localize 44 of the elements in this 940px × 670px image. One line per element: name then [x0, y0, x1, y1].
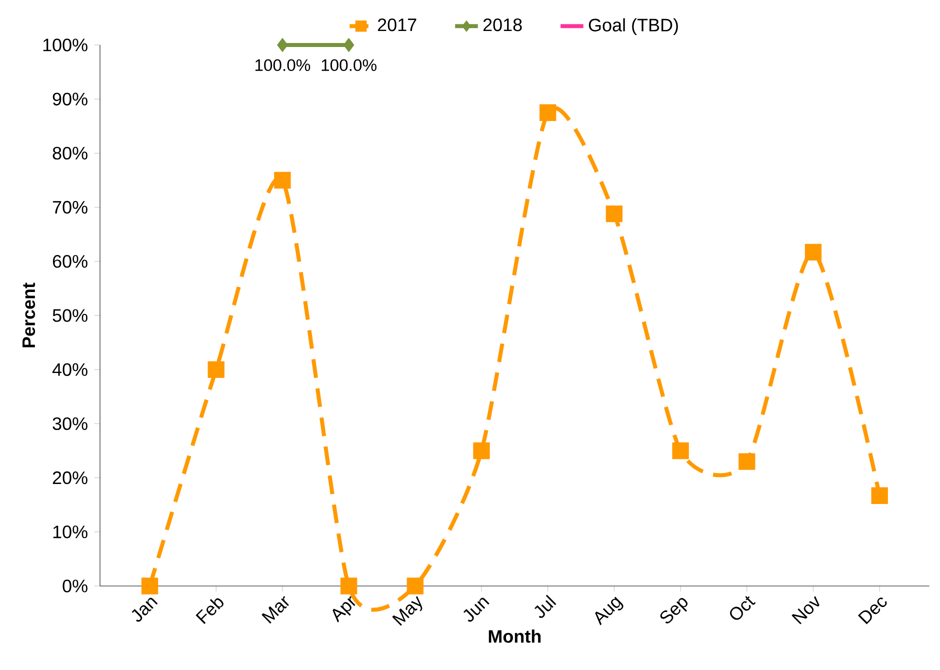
y-axis-title: Percent	[22, 282, 36, 348]
y-tick-label: 50%	[52, 309, 88, 322]
legend-label: Goal (TBD)	[588, 18, 678, 36]
y-tick-label: 60%	[52, 255, 88, 268]
point	[343, 38, 354, 52]
y-tick-label: 10%	[53, 526, 88, 538]
x-tick-label: Feb	[196, 598, 224, 624]
point	[208, 361, 224, 378]
x-tick-label: May	[392, 596, 422, 626]
x-tick-label: Jun	[464, 598, 490, 622]
y-tick-label: 80%	[52, 146, 88, 160]
x-tick-label: Aug	[595, 596, 624, 626]
point	[540, 104, 556, 121]
y-tick-label: 90%	[52, 92, 88, 106]
point	[340, 578, 358, 594]
y-tick-label: 70%	[52, 200, 88, 214]
point	[473, 442, 490, 460]
x-tick-label: Mar	[262, 596, 289, 624]
point	[804, 244, 822, 261]
x-tick-label: Oct	[730, 596, 756, 620]
point	[141, 578, 158, 594]
data-label: 100.0%	[322, 59, 376, 72]
x-axis-title: Month	[488, 630, 541, 643]
x-tick-label: Sep	[660, 598, 688, 624]
point	[672, 442, 689, 460]
legend-label: 2017	[378, 18, 416, 32]
point	[738, 453, 756, 470]
y-tick-label: 20%	[52, 471, 88, 484]
point	[406, 578, 424, 594]
x-tick-label: Nov	[792, 596, 820, 624]
point	[277, 38, 288, 52]
point	[871, 487, 888, 504]
y-tick-label: 0%	[62, 580, 88, 592]
y-tick-label: 30%	[52, 417, 88, 430]
y-tick-label: 40%	[52, 363, 88, 376]
point	[274, 172, 291, 189]
y-tick-label: 100%	[43, 38, 88, 52]
x-tick-label: Jul	[534, 594, 556, 618]
legend-label: 2018	[483, 18, 522, 32]
x-tick-label: Dec	[858, 598, 887, 624]
data-label: 100.0%	[255, 59, 310, 72]
x-tick-label: Jan	[132, 598, 158, 622]
x-tick-label: Apr	[332, 596, 356, 622]
point	[606, 205, 623, 222]
